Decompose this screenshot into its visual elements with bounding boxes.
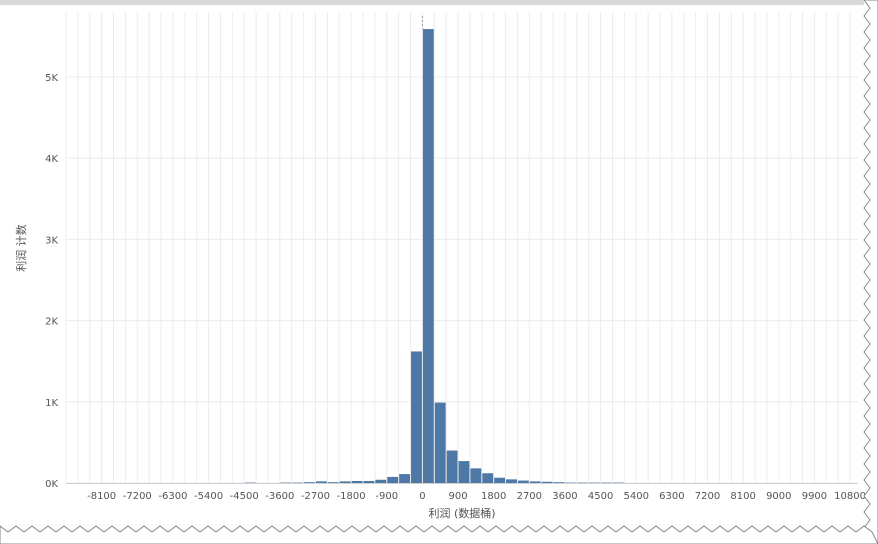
histogram-bar	[434, 402, 446, 483]
histogram-bar	[351, 480, 363, 483]
x-tick-label: -4500	[230, 491, 259, 502]
histogram-bar	[327, 482, 339, 483]
x-tick-label: 2700	[517, 491, 542, 502]
x-tick-label: -5400	[194, 491, 223, 502]
histogram-bar	[589, 482, 601, 484]
x-tick-label: 900	[448, 491, 467, 502]
histogram-bar	[280, 482, 292, 484]
bars-group	[244, 29, 624, 484]
histogram-bar	[577, 482, 589, 484]
x-tick-label: 9000	[766, 491, 791, 502]
y-axis-label: 利润 计数	[14, 224, 28, 272]
histogram-bar	[517, 480, 529, 483]
histogram-bar	[612, 482, 624, 484]
grid-lines	[65, 12, 858, 484]
histogram-bar	[363, 480, 375, 483]
x-tick-label: 5400	[624, 491, 649, 502]
histogram-bar	[565, 482, 577, 484]
histogram-bar	[339, 481, 351, 483]
x-tick-label: -1800	[337, 491, 366, 502]
x-tick-label: 3600	[552, 491, 577, 502]
histogram-bar	[387, 476, 399, 483]
y-tick-label: 3K	[45, 235, 58, 246]
x-tick-label: -2700	[301, 491, 330, 502]
histogram-bar	[422, 29, 434, 484]
x-axis-label: 利润 (数据桶)	[428, 506, 495, 520]
histogram-bar	[601, 482, 612, 484]
y-tick-label: 5K	[45, 73, 58, 84]
y-tick-label: 4K	[45, 154, 58, 165]
histogram-bar	[482, 473, 494, 483]
x-tick-label: 9900	[802, 491, 827, 502]
histogram-bar	[304, 482, 315, 483]
y-tick-label: 0K	[45, 479, 58, 490]
torn-edge-bottom	[0, 525, 878, 544]
y-tick-label: 2K	[45, 317, 58, 328]
histogram-bar	[411, 351, 422, 483]
x-tick-label: -8100	[87, 491, 116, 502]
histogram-bar	[446, 450, 458, 483]
x-tick-label: -6300	[158, 491, 187, 502]
x-tick-label: 8100	[730, 491, 755, 502]
x-tick-label: 1800	[481, 491, 506, 502]
x-tick-label: 0	[419, 491, 425, 502]
histogram-bar	[244, 482, 256, 484]
x-tick-label: 10800	[834, 491, 866, 502]
histogram-bar	[470, 468, 482, 483]
y-tick-labels: 0K 1K 2K 3K 4K 5K	[45, 73, 58, 490]
histogram-bar	[506, 479, 517, 483]
histogram-bar	[292, 482, 304, 484]
x-tick-labels: -8100 -7200 -6300 -5400 -4500 -3600 -2700 -1800…	[87, 491, 866, 502]
x-tick-label: 6300	[659, 491, 684, 502]
torn-edge-right	[863, 0, 878, 544]
histogram-bar	[494, 477, 506, 483]
x-tick-label: -3600	[265, 491, 294, 502]
histogram-bar	[315, 481, 327, 483]
x-tick-label: 4500	[588, 491, 613, 502]
histogram-bar	[541, 481, 553, 483]
top-border	[0, 0, 864, 5]
histogram-bar	[458, 461, 470, 483]
y-tick-label: 1K	[45, 398, 58, 409]
histogram-bar	[399, 474, 411, 483]
histogram-bar	[375, 479, 387, 483]
x-tick-label: 7200	[695, 491, 720, 502]
histogram-bar	[553, 482, 565, 483]
x-tick-label: -900	[375, 491, 398, 502]
x-tick-label: -7200	[123, 491, 152, 502]
histogram-bar	[529, 481, 541, 483]
